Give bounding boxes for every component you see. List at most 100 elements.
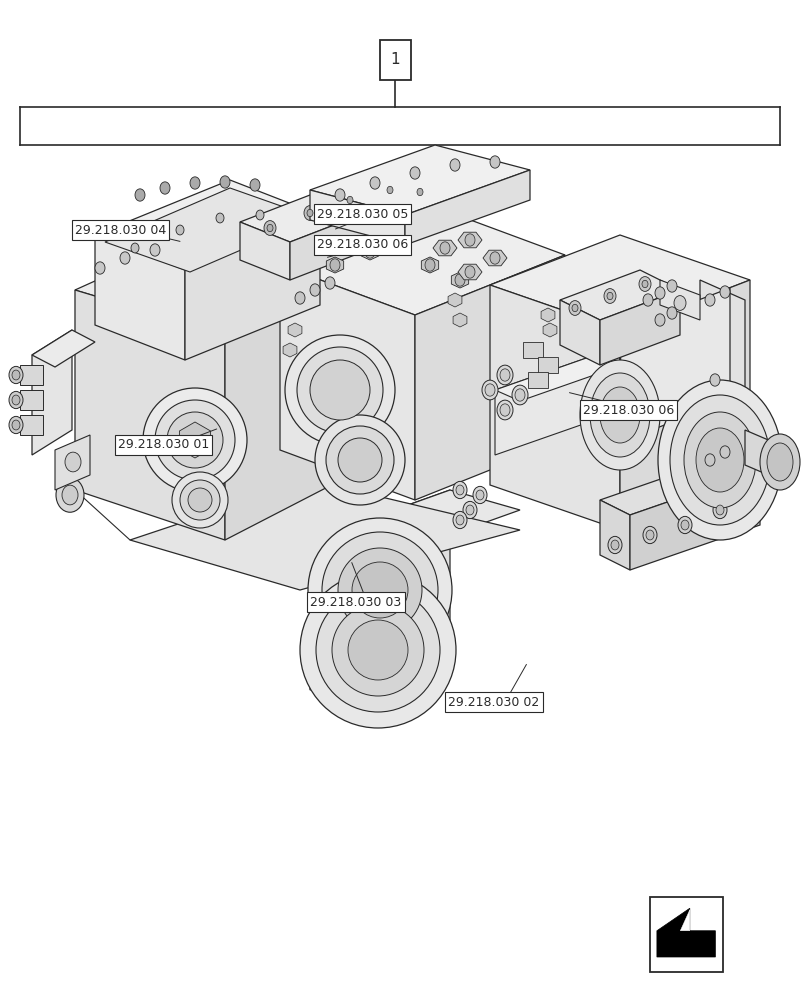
Circle shape [344,193,355,207]
Circle shape [9,366,23,384]
Circle shape [642,280,647,288]
Polygon shape [280,205,564,315]
Ellipse shape [332,604,423,696]
Polygon shape [599,455,759,515]
Polygon shape [538,357,557,373]
Ellipse shape [590,373,649,457]
Polygon shape [483,250,506,266]
Circle shape [456,515,463,525]
Circle shape [365,246,375,258]
Circle shape [489,156,500,168]
Polygon shape [20,415,43,435]
Polygon shape [288,323,302,337]
Circle shape [410,167,419,179]
Ellipse shape [297,347,383,433]
Polygon shape [283,343,297,357]
Circle shape [329,259,340,271]
Ellipse shape [348,620,407,680]
Bar [380,40,410,80]
Polygon shape [105,188,315,272]
Ellipse shape [669,395,769,525]
Text: 29.218.030 03: 29.218.030 03 [310,595,401,608]
Ellipse shape [143,388,247,492]
Polygon shape [457,232,482,248]
Ellipse shape [322,532,437,648]
Circle shape [719,446,729,458]
Polygon shape [75,290,225,540]
Circle shape [307,209,312,217]
Ellipse shape [351,562,407,618]
Polygon shape [599,290,679,365]
Circle shape [712,501,726,519]
Bar [649,897,722,972]
Circle shape [160,182,169,194]
Polygon shape [744,430,779,480]
Circle shape [704,454,714,466]
Ellipse shape [657,380,781,540]
Text: 29.218.030 06: 29.218.030 06 [582,403,673,416]
Polygon shape [680,910,689,931]
Circle shape [475,490,483,500]
Circle shape [417,188,423,196]
Circle shape [12,395,20,405]
Circle shape [370,177,380,189]
Polygon shape [527,372,547,388]
Polygon shape [20,365,43,385]
Text: 29.218.030 02: 29.218.030 02 [448,696,539,708]
Circle shape [484,384,495,396]
Polygon shape [95,180,320,270]
Circle shape [569,301,581,315]
Polygon shape [453,313,466,327]
Polygon shape [179,422,210,458]
Ellipse shape [299,572,456,728]
Circle shape [715,505,723,515]
Polygon shape [599,500,629,570]
Bar [20,150,779,880]
Polygon shape [361,244,378,260]
Circle shape [666,307,676,319]
Circle shape [56,478,84,512]
Polygon shape [620,280,749,530]
Polygon shape [310,145,530,215]
Ellipse shape [599,387,639,443]
Circle shape [303,206,315,220]
Ellipse shape [307,518,452,662]
Polygon shape [489,285,620,530]
Ellipse shape [683,412,755,508]
Ellipse shape [155,400,234,480]
Polygon shape [130,480,519,590]
Polygon shape [185,215,320,360]
Polygon shape [310,490,519,560]
Ellipse shape [172,472,228,528]
Ellipse shape [337,438,381,482]
Circle shape [255,210,264,220]
Polygon shape [32,330,95,367]
Circle shape [466,505,474,515]
Circle shape [462,501,476,519]
Circle shape [454,274,465,286]
Circle shape [654,287,664,299]
Circle shape [673,296,685,310]
Ellipse shape [315,415,405,505]
Circle shape [646,530,653,540]
Circle shape [310,284,320,296]
Ellipse shape [325,426,393,494]
Polygon shape [20,390,43,410]
Circle shape [250,179,260,191]
Circle shape [440,242,449,254]
Circle shape [482,380,497,400]
Circle shape [496,365,513,385]
Circle shape [12,370,20,380]
Polygon shape [659,280,699,320]
Text: 29.218.030 04: 29.218.030 04 [75,224,165,236]
Ellipse shape [315,588,440,712]
Circle shape [465,234,474,246]
Circle shape [414,185,426,199]
Circle shape [642,294,652,306]
Circle shape [190,177,200,189]
Polygon shape [543,323,556,337]
Polygon shape [457,264,482,280]
Circle shape [473,486,487,504]
Circle shape [642,526,656,544]
Polygon shape [225,265,380,540]
